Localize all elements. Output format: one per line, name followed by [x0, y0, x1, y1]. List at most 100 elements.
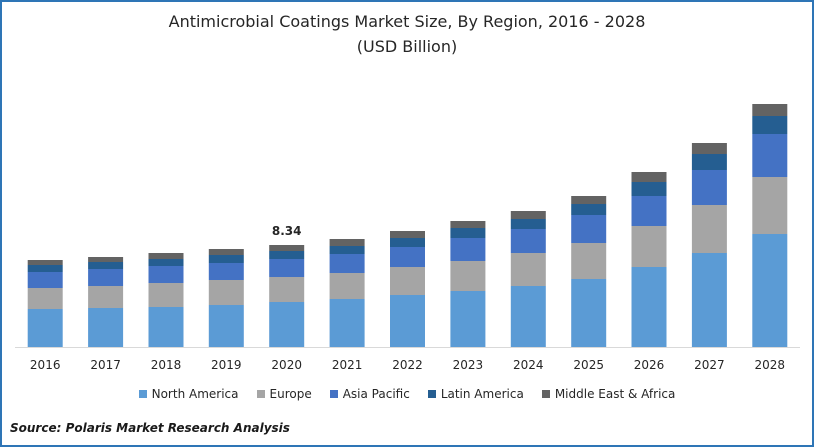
chart-title: Antimicrobial Coatings Market Size, By R… [168, 12, 646, 31]
bar-2023-series-4 [450, 221, 486, 228]
x-tick-label: 2028 [755, 358, 786, 372]
legend-item: Europe [256, 387, 312, 401]
bar-2025-series-0 [571, 279, 607, 347]
bar-2020-series-3 [269, 251, 305, 259]
bar-2017-series-4 [88, 257, 124, 262]
bar-2027-series-4 [691, 143, 727, 154]
legend-swatch [138, 390, 147, 398]
x-tick-label: 2023 [453, 358, 484, 372]
bar-2024-series-3 [510, 219, 546, 229]
bar-2016-series-1 [27, 288, 63, 309]
bar-2017-series-3 [88, 262, 124, 269]
bar-2022-series-2 [390, 247, 425, 267]
legend-swatch [427, 390, 436, 398]
bar-2026-series-1 [631, 226, 667, 267]
bar-2018-series-3 [148, 259, 184, 266]
bar-2018-series-2 [148, 266, 184, 283]
x-tick-label: 2026 [634, 358, 665, 372]
x-tick-label: 2020 [271, 358, 302, 372]
bar-2016-series-2 [27, 272, 63, 288]
data-label-2020: 8.34 [272, 224, 302, 238]
bar-2021-series-1 [329, 273, 365, 299]
bar-2020-series-2 [269, 259, 305, 277]
bar-2021-series-2 [329, 254, 365, 273]
bar-2018-series-0 [148, 307, 184, 347]
bar-2023-series-1 [450, 261, 486, 291]
legend-label: Latin America [440, 387, 524, 401]
bar-2027-series-2 [691, 170, 727, 205]
bar-2020-series-4 [269, 245, 305, 251]
bar-2021-series-3 [329, 246, 365, 254]
x-tick-label: 2019 [211, 358, 242, 372]
x-tick-label: 2018 [151, 358, 182, 372]
bar-2024-series-0 [510, 286, 546, 347]
bar-2016-series-3 [27, 265, 63, 272]
bar-2025-series-2 [571, 215, 607, 243]
bars-group [27, 104, 788, 347]
bar-2020-series-1 [269, 277, 305, 302]
chart-subtitle: (USD Billion) [356, 37, 458, 56]
legend-item: Asia Pacific [329, 387, 410, 401]
bar-2024-series-1 [510, 253, 546, 286]
bar-2017-series-0 [88, 308, 124, 347]
bar-2024-series-4 [510, 211, 546, 219]
legend-label: North America [151, 387, 239, 401]
legend: North America Europe Asia Pacific Latin Ame… [0, 387, 814, 401]
bar-2023-series-3 [450, 228, 486, 238]
bar-2027-series-3 [691, 154, 727, 170]
bar-2027-series-0 [691, 253, 727, 347]
bar-2017-series-1 [88, 286, 124, 308]
bar-2026-series-3 [631, 182, 667, 196]
bar-2022-series-1 [390, 267, 425, 295]
legend-swatch [541, 390, 550, 398]
bar-2020-series-0 [269, 302, 305, 347]
bar-2022-series-4 [390, 231, 425, 238]
bar-2019-series-3 [208, 255, 244, 263]
bar-2024-series-2 [510, 229, 546, 253]
bar-2019-series-1 [208, 280, 244, 305]
legend-swatch [256, 390, 265, 398]
bar-2021-series-4 [329, 239, 365, 246]
bar-2016-series-4 [27, 260, 63, 265]
x-tick-labels: 2016 2017 2018 2019 2020 2021 2022 2023 2024 2025… [30, 358, 785, 372]
x-tick-label: 2027 [694, 358, 725, 372]
bar-2019-series-2 [208, 263, 244, 280]
bar-2022-series-0 [390, 295, 425, 347]
bar-2025-series-4 [571, 196, 607, 204]
legend-label: Asia Pacific [342, 387, 410, 401]
x-tick-label: 2021 [332, 358, 363, 372]
legend-label: Europe [269, 387, 312, 401]
bar-2028-series-3 [752, 116, 788, 134]
bar-2023-series-0 [450, 291, 486, 347]
bar-2018-series-4 [148, 253, 184, 259]
bar-2017-series-2 [88, 269, 124, 286]
legend-swatch [329, 390, 338, 398]
bar-2018-series-1 [148, 283, 184, 307]
x-tick-label: 2016 [30, 358, 61, 372]
bar-2026-series-2 [631, 196, 667, 226]
bar-2019-series-4 [208, 249, 244, 255]
x-tick-label: 2017 [90, 358, 121, 372]
legend-item: North America [138, 387, 239, 401]
bar-2028-series-1 [752, 177, 788, 234]
legend-label: Middle East & Africa [554, 387, 676, 401]
bar-2028-series-2 [752, 134, 788, 177]
bar-2021-series-0 [329, 299, 365, 347]
bar-2016-series-0 [27, 309, 63, 347]
legend-item: Latin America [427, 387, 524, 401]
x-tick-label: 2022 [392, 358, 423, 372]
bar-2023-series-2 [450, 238, 486, 261]
bar-2026-series-4 [631, 172, 667, 182]
bar-2025-series-1 [571, 243, 607, 279]
source-note: Source: Polaris Market Research Analysis [10, 421, 290, 435]
bar-2019-series-0 [208, 305, 244, 347]
x-tick-label: 2025 [573, 358, 604, 372]
bar-2027-series-1 [691, 205, 727, 253]
annotations-group: 8.34 [272, 224, 302, 238]
x-tick-label: 2024 [513, 358, 544, 372]
bar-2026-series-0 [631, 267, 667, 347]
bar-2028-series-0 [752, 234, 788, 347]
bar-2022-series-3 [390, 238, 425, 247]
